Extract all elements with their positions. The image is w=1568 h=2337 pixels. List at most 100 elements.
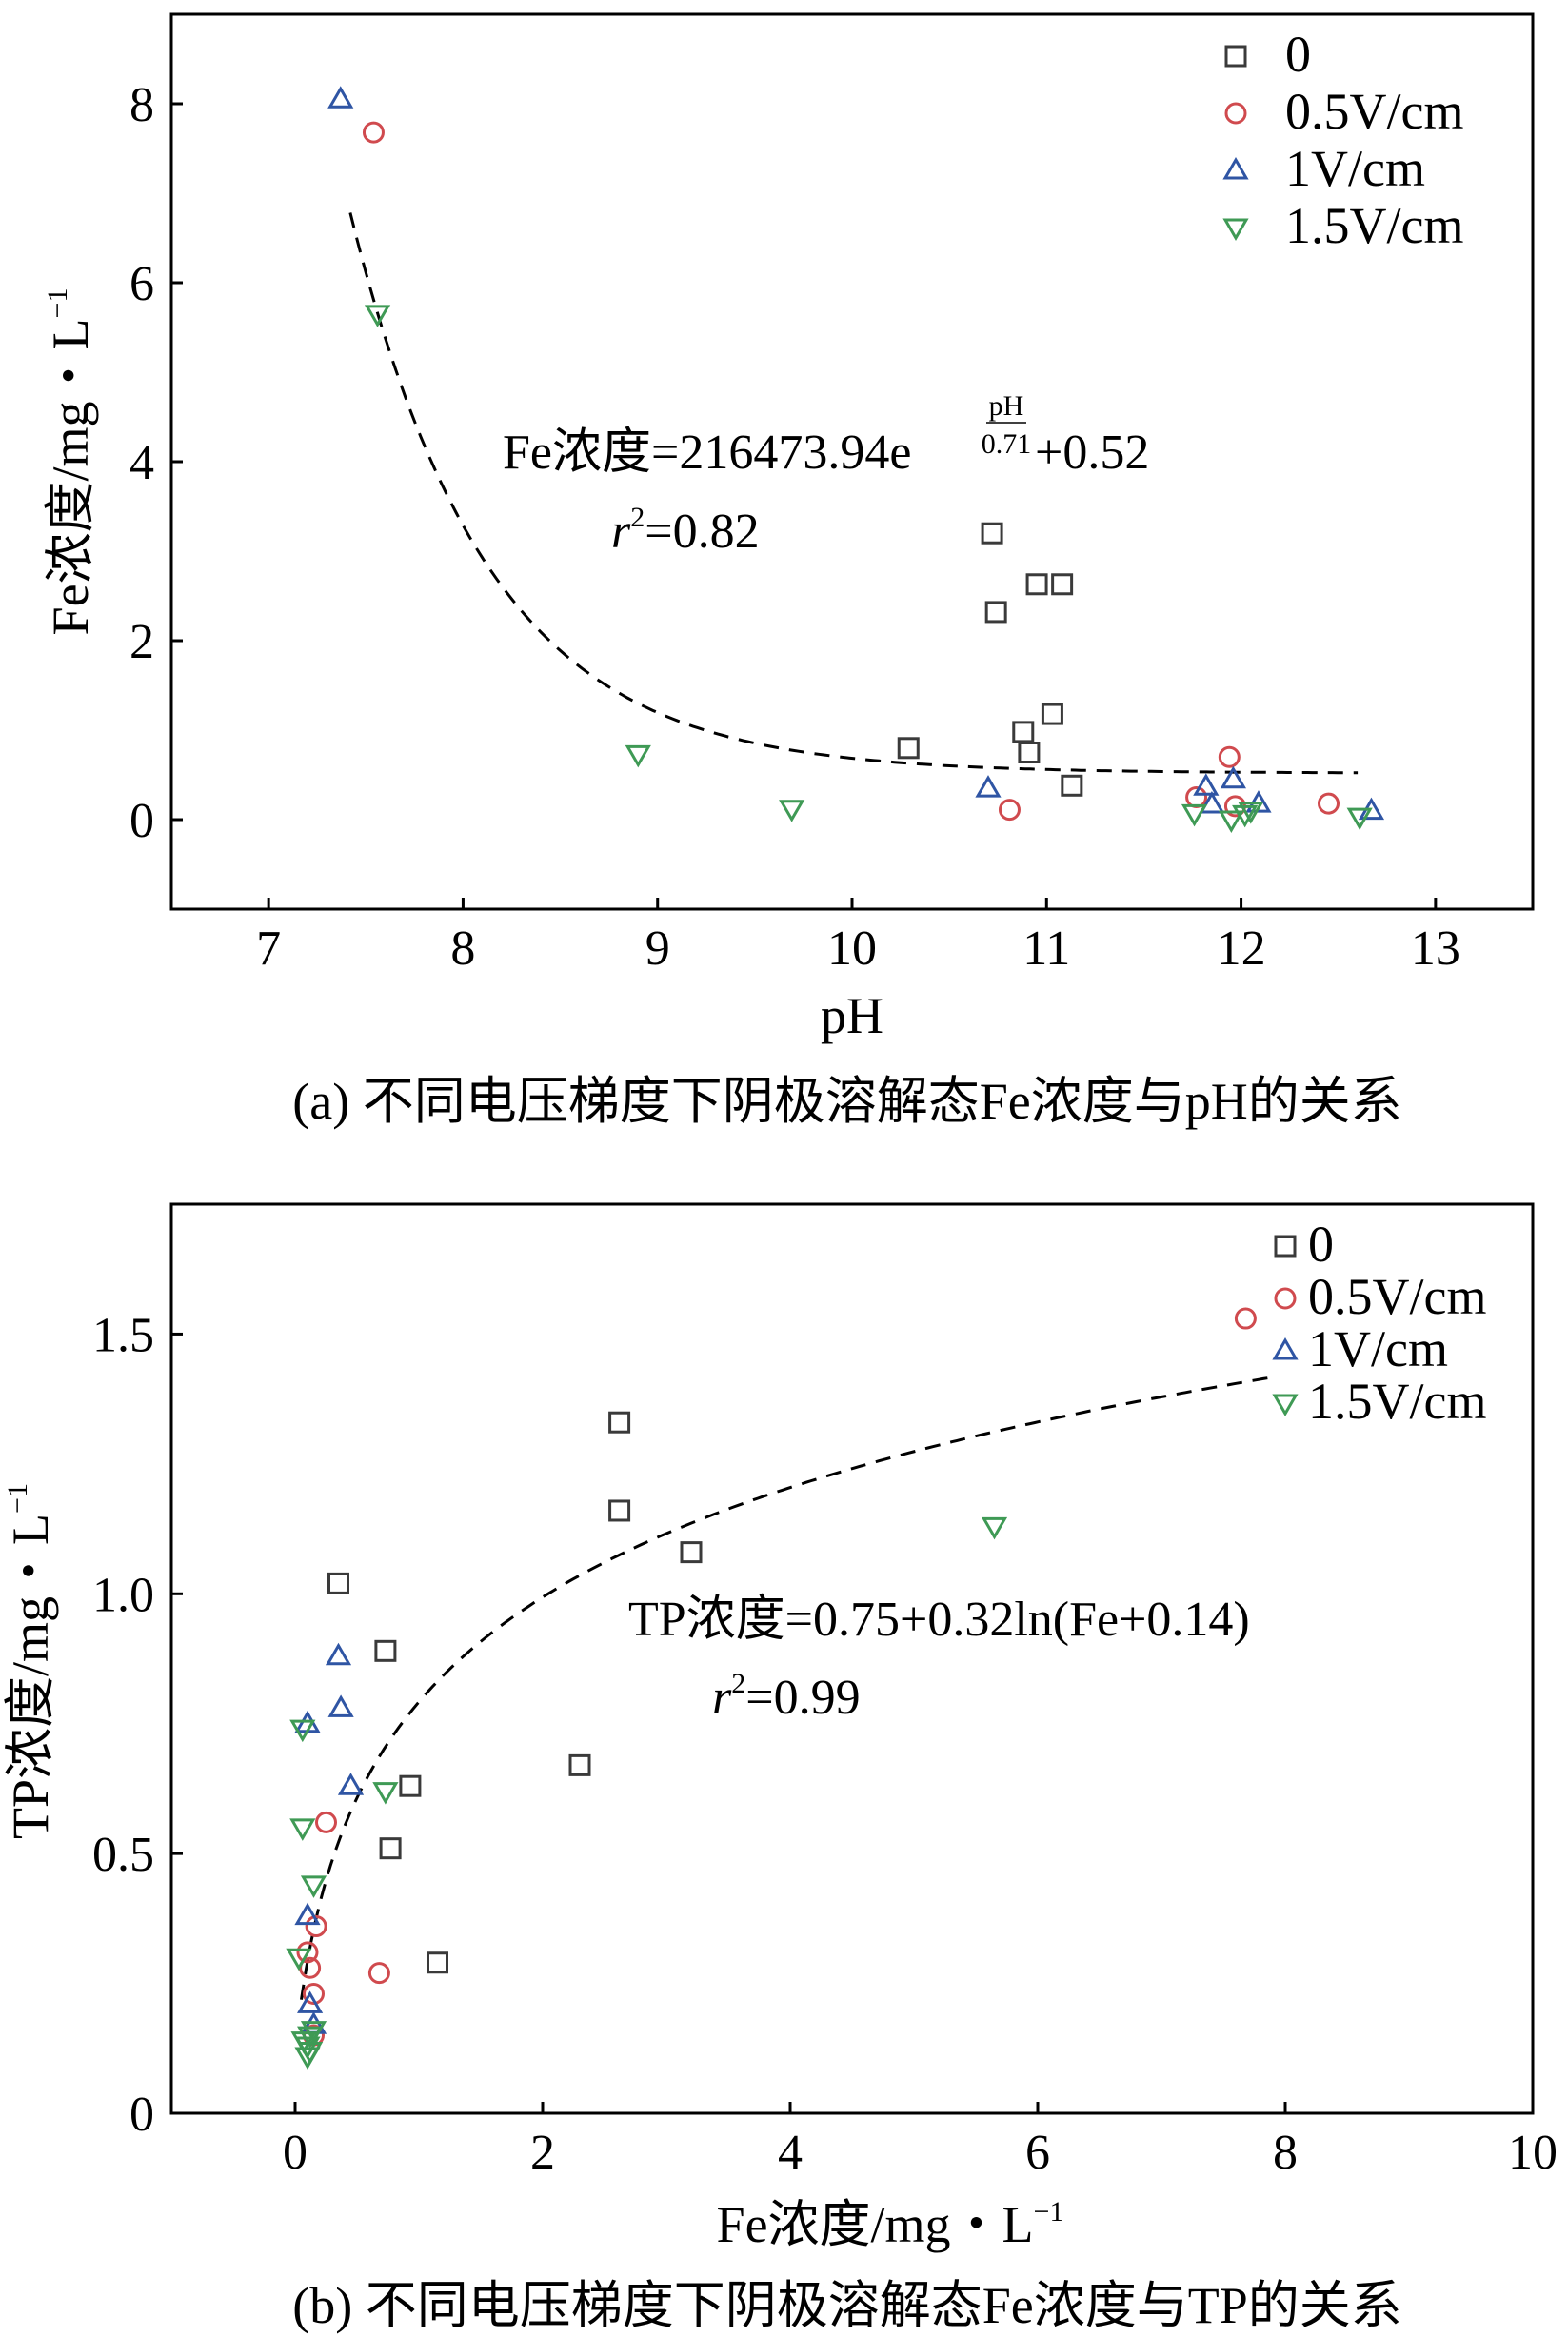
point-circle xyxy=(303,1982,325,2005)
point-circle xyxy=(1234,1307,1257,1330)
point-circle xyxy=(362,121,385,144)
legend-label: 1V/cm xyxy=(1308,1320,1448,1377)
legend-marker-triangle-up xyxy=(1272,1337,1299,1360)
point-circle xyxy=(1218,745,1241,768)
point-triangle-down xyxy=(372,1782,399,1805)
x-tick-label: 8 xyxy=(450,921,475,976)
point-triangle-up xyxy=(1193,773,1220,796)
point-square xyxy=(608,1499,631,1522)
point-triangle-up xyxy=(325,1642,352,1666)
point-triangle-up xyxy=(975,775,1002,798)
point-triangle-up xyxy=(327,1694,354,1717)
point-triangle-up xyxy=(337,1773,365,1795)
chart-a-ticks: 7 8 9 10 11 12 13 0 2 4 6 8 xyxy=(129,78,1460,976)
point-triangle-down xyxy=(779,800,805,822)
point-square xyxy=(568,1753,591,1776)
legend-marker-square xyxy=(1274,1235,1297,1258)
x-tick-label: 12 xyxy=(1217,921,1266,976)
legend-label: 0.5V/cm xyxy=(1308,1268,1486,1325)
point-triangle-up xyxy=(327,86,354,109)
x-tick-label: 6 xyxy=(1025,2126,1050,2180)
point-square xyxy=(1025,573,1048,596)
chart-b-fit-curve xyxy=(300,1376,1274,2000)
legend-marker-triangle-down xyxy=(1272,1394,1299,1416)
point-square xyxy=(1018,742,1041,763)
chart-b-ylabel: TP浓度/mg・L−1 xyxy=(2,1483,59,1839)
chart-b-points xyxy=(286,1307,1257,2070)
point-triangle-up xyxy=(1220,765,1247,789)
y-tick-label: 6 xyxy=(129,257,154,311)
chart-a-equation-exp-den: 0.71 xyxy=(982,428,1032,460)
point-circle xyxy=(998,799,1021,822)
point-triangle-down xyxy=(1346,807,1373,831)
chart-a-fit-curve xyxy=(348,212,1359,775)
y-tick-label: 4 xyxy=(129,436,154,490)
y-tick-label: 0 xyxy=(129,2088,154,2142)
point-circle xyxy=(1318,792,1340,815)
point-square xyxy=(1051,573,1074,596)
chart-a-equation-suffix: +0.52 xyxy=(1035,426,1149,480)
point-square xyxy=(984,601,1007,624)
x-tick-label: 2 xyxy=(530,2126,555,2180)
point-square xyxy=(327,1572,349,1594)
point-circle xyxy=(296,1941,319,1964)
point-triangle-down xyxy=(289,1818,316,1841)
y-tick-label: 1.0 xyxy=(92,1568,154,1622)
chart-b-caption: (b) 不同电压梯度下阴极溶解态Fe浓度与TP的关系 xyxy=(292,2277,1401,2334)
chart-b-r2: r2=0.99 xyxy=(712,1668,861,1725)
point-triangle-down xyxy=(289,1719,316,1743)
point-square xyxy=(399,1774,422,1797)
y-tick-label: 8 xyxy=(129,78,154,132)
legend-marker-triangle-down xyxy=(1222,218,1249,241)
x-tick-label: 10 xyxy=(827,921,877,976)
point-square xyxy=(427,1951,448,1974)
point-triangle-down xyxy=(300,1875,327,1898)
point-circle xyxy=(367,1962,390,1985)
chart-b-frame xyxy=(169,1202,1535,2115)
point-triangle-down xyxy=(1218,810,1244,833)
y-tick-label: 2 xyxy=(129,615,154,669)
point-triangle-down xyxy=(300,2021,327,2044)
point-square xyxy=(981,522,1003,545)
legend-label: 1V/cm xyxy=(1285,140,1425,197)
point-circle xyxy=(315,1811,337,1833)
point-triangle-down xyxy=(981,1516,1008,1540)
chart-a-points xyxy=(327,86,1385,833)
legend-label: 0 xyxy=(1308,1216,1334,1273)
chart-a-equation-exp-num: pH xyxy=(989,390,1024,422)
point-square xyxy=(680,1541,703,1564)
y-tick-label: 0 xyxy=(129,794,154,848)
point-circle xyxy=(305,1915,327,1938)
point-square xyxy=(1012,721,1035,743)
y-tick-label: 1.5 xyxy=(92,1308,154,1362)
point-triangle-down xyxy=(364,305,391,327)
chart-a-ylabel: Fe浓度/mg・L−1 xyxy=(42,288,99,636)
point-square xyxy=(1041,703,1063,725)
point-triangle-up xyxy=(296,1990,324,2013)
point-triangle-down xyxy=(1181,803,1208,827)
x-tick-label: 11 xyxy=(1022,921,1070,976)
legend-marker-circle xyxy=(1274,1287,1297,1310)
legend-label: 1.5V/cm xyxy=(1308,1373,1486,1430)
point-square xyxy=(374,1639,397,1662)
chart-b-equation: TP浓度=0.75+0.32ln(Fe+0.14) xyxy=(628,1593,1250,1647)
point-triangle-down xyxy=(1232,804,1259,828)
x-tick-label: 10 xyxy=(1508,2126,1558,2180)
chart-a-equation: Fe浓度=216473.94e xyxy=(503,426,911,480)
point-triangle-up xyxy=(1199,791,1225,814)
legend-label: 0.5V/cm xyxy=(1285,83,1463,140)
legend-marker-square xyxy=(1224,45,1247,68)
point-triangle-down xyxy=(286,1948,312,1971)
x-tick-label: 13 xyxy=(1411,921,1460,976)
chart-b-xlabel: Fe浓度/mg・L−1 xyxy=(717,2196,1064,2253)
x-tick-label: 0 xyxy=(283,2126,308,2180)
legend-label: 0 xyxy=(1285,26,1311,83)
point-triangle-down xyxy=(1238,802,1264,824)
x-tick-label: 9 xyxy=(645,921,670,976)
legend-marker-triangle-up xyxy=(1222,157,1249,180)
x-tick-label: 7 xyxy=(256,921,281,976)
